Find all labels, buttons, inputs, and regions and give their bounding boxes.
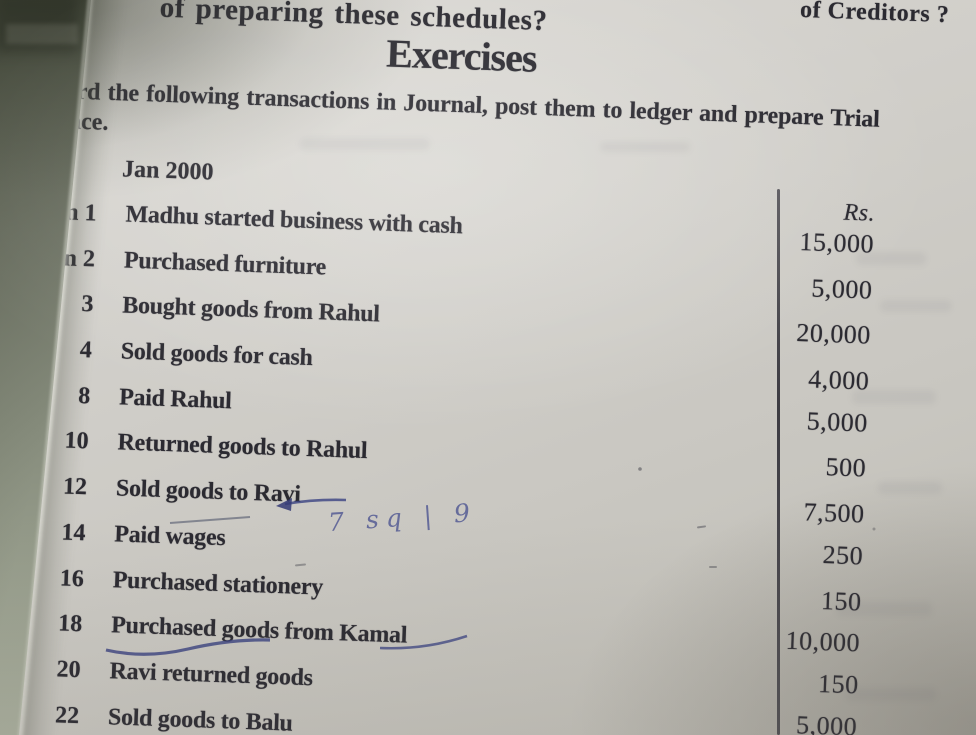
transaction-amount: 5,000 — [806, 406, 869, 438]
instruction-text-line1: Record the following transactions in Jou… — [26, 77, 880, 133]
amount-column-rule — [777, 189, 780, 735]
transaction-amount: 150 — [820, 585, 863, 616]
transaction-description: Paid wages — [113, 521, 226, 551]
transaction-amount: 10,000 — [785, 626, 861, 658]
transaction-description: Madhu started business with cash — [125, 201, 463, 240]
transaction-description: Sold goods for cash — [120, 338, 314, 372]
transaction-description: Sold goods to Ravi — [115, 475, 302, 508]
transaction-amount: 250 — [822, 539, 864, 571]
edge-blur-marks — [6, 24, 78, 44]
top-right-fragment: of Creditors ? — [799, 0, 950, 29]
period-heading: Jan 2000 — [121, 156, 214, 186]
transaction-description: Purchased furniture — [123, 247, 327, 281]
shadow-corner — [0, 0, 78, 52]
transaction-description: Paid Rahul — [118, 384, 232, 415]
transaction-amount: 20,000 — [795, 318, 872, 350]
transaction-list: Jan 1 Madhu started business with cash 1… — [19, 197, 969, 735]
transaction-amount: 150 — [817, 668, 860, 700]
transaction-amount: 7,500 — [803, 497, 866, 529]
transaction-description: Sold goods to Balu — [107, 703, 294, 735]
transaction-amount: 500 — [825, 452, 867, 483]
transaction-amount: 4,000 — [807, 364, 870, 396]
section-title: Exercises — [385, 30, 538, 81]
transaction-description: Ravi returned goods — [109, 658, 314, 692]
